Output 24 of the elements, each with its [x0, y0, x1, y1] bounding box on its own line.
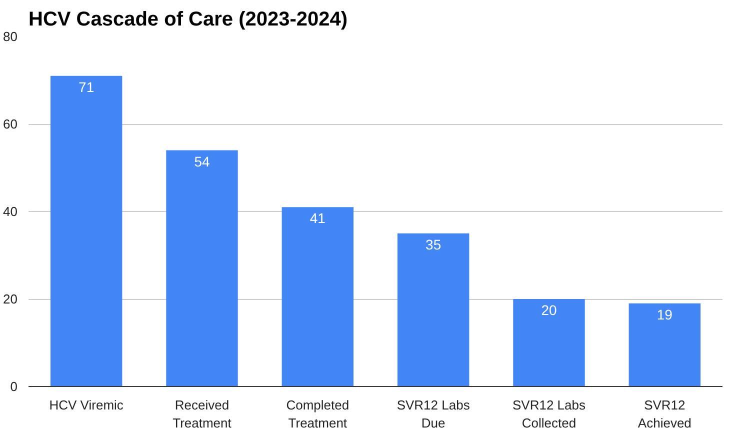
- x-tick-label: SVR12 Labs Collected: [512, 398, 586, 430]
- x-tick-label: SVR12 Achieved: [638, 398, 692, 430]
- data-label: 54: [194, 153, 210, 170]
- x-tick-label: HCV Viremic: [49, 398, 124, 412]
- y-tick-label: 0: [10, 379, 18, 394]
- data-label: 20: [541, 302, 557, 318]
- bar: [513, 299, 585, 386]
- bar: [282, 207, 354, 386]
- x-tick-label: Received Treatment: [172, 398, 232, 430]
- data-label: 35: [426, 236, 442, 252]
- bar: [166, 150, 238, 386]
- y-tick-label: 80: [3, 29, 18, 44]
- bar: [50, 76, 122, 386]
- y-tick-label: 40: [3, 204, 18, 219]
- bar: [397, 233, 470, 386]
- x-tick-label: Completed Treatment: [286, 398, 350, 430]
- y-tick-label: 20: [3, 292, 18, 306]
- data-label: 19: [656, 306, 673, 322]
- x-tick-label: SVR12 Labs Due: [396, 398, 470, 430]
- bar: [628, 303, 701, 386]
- data-label: 41: [310, 210, 326, 226]
- y-tick-label: 60: [3, 116, 18, 132]
- data-label: 71: [78, 78, 94, 95]
- chart-title: HCV Cascade of Care (2023-2024): [28, 8, 348, 30]
